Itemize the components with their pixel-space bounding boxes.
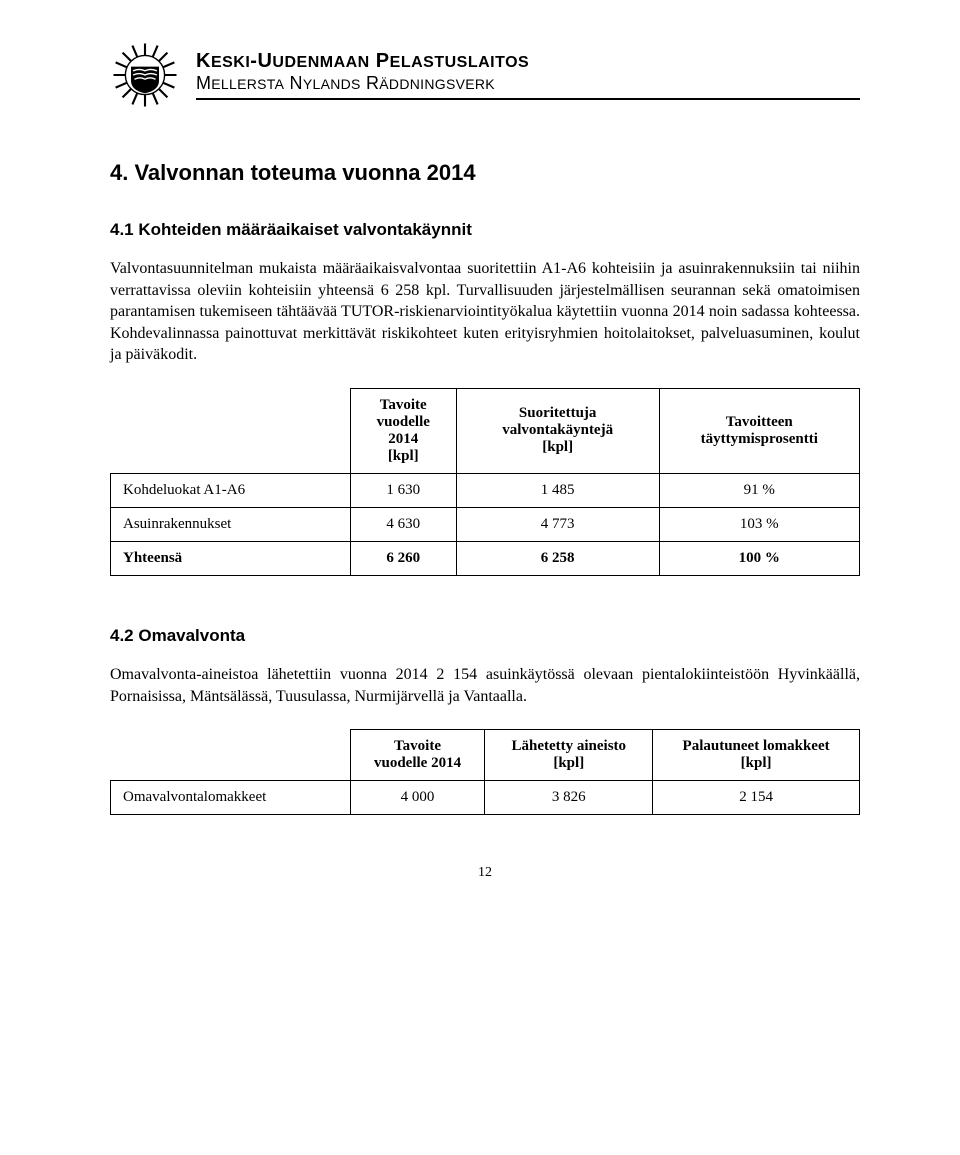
table-header-row: Tavoitevuodelle 2014[kpl] Suoritettuja v… <box>111 388 860 473</box>
cell: 4 000 <box>350 781 485 815</box>
table-header: Tavoitteen täyttymisprosentti <box>659 388 859 473</box>
org-name-fi: KESKI-UUDENMAAN PELASTUSLAITOS <box>196 50 860 73</box>
cell: 100 % <box>659 541 859 575</box>
table-header: Suoritettuja valvontakäyntejä[kpl] <box>456 388 659 473</box>
cell: 6 258 <box>456 541 659 575</box>
table-inspections: Tavoitevuodelle 2014[kpl] Suoritettuja v… <box>110 388 860 576</box>
document-header: KESKI-UUDENMAAN PELASTUSLAITOS MELLERSTA… <box>110 40 860 110</box>
table-self-monitoring: Tavoitevuodelle 2014 Lähetetty aineisto[… <box>110 729 860 815</box>
page-number: 12 <box>110 865 860 881</box>
cell: 103 % <box>659 507 859 541</box>
row-label: Yhteensä <box>111 541 351 575</box>
header-text: KESKI-UUDENMAAN PELASTUSLAITOS MELLERSTA… <box>196 50 860 100</box>
row-label: Kohdeluokat A1-A6 <box>111 473 351 507</box>
subsection-4-2-body: Omavalvonta-aineistoa lähetettiin vuonna… <box>110 664 860 707</box>
cell: 4 773 <box>456 507 659 541</box>
org-name-sv: MELLERSTA NYLANDS RÄDDNINGSVERK <box>196 73 860 94</box>
table-header-row: Tavoitevuodelle 2014 Lähetetty aineisto[… <box>111 730 860 781</box>
cell: 6 260 <box>350 541 456 575</box>
subsection-4-1-body: Valvontasuunnitelman mukaista määräaikai… <box>110 258 860 366</box>
table-header: Tavoitevuodelle 2014[kpl] <box>350 388 456 473</box>
section-title: 4. Valvonnan toteuma vuonna 2014 <box>110 160 860 186</box>
subsection-4-1-title: 4.1 Kohteiden määräaikaiset valvontakäyn… <box>110 220 860 240</box>
table-header: Tavoitevuodelle 2014 <box>350 730 485 781</box>
table-row: Omavalvontalomakkeet 4 000 3 826 2 154 <box>111 781 860 815</box>
row-label: Omavalvontalomakkeet <box>111 781 351 815</box>
cell: 91 % <box>659 473 859 507</box>
table-row: Asuinrakennukset 4 630 4 773 103 % <box>111 507 860 541</box>
table-header: Palautuneet lomakkeet[kpl] <box>653 730 860 781</box>
cell: 2 154 <box>653 781 860 815</box>
subsection-4-2-title: 4.2 Omavalvonta <box>110 626 860 646</box>
row-label: Asuinrakennukset <box>111 507 351 541</box>
page: KESKI-UUDENMAAN PELASTUSLAITOS MELLERSTA… <box>0 0 960 921</box>
table-header-blank <box>111 388 351 473</box>
table-totals-row: Yhteensä 6 260 6 258 100 % <box>111 541 860 575</box>
org-logo <box>110 40 180 110</box>
cell: 3 826 <box>485 781 653 815</box>
cell: 1 630 <box>350 473 456 507</box>
cell: 1 485 <box>456 473 659 507</box>
table-row: Kohdeluokat A1-A6 1 630 1 485 91 % <box>111 473 860 507</box>
cell: 4 630 <box>350 507 456 541</box>
table-header-blank <box>111 730 351 781</box>
table-header: Lähetetty aineisto[kpl] <box>485 730 653 781</box>
